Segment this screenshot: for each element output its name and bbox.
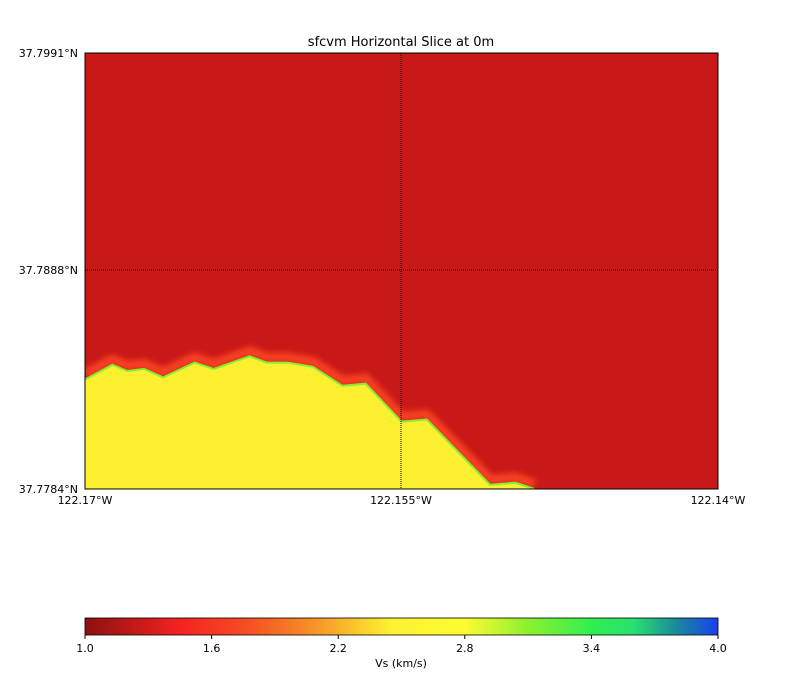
boundary-glow [85,345,536,489]
colorbar-tick-label: 2.8 [456,642,474,655]
colorbar-tick-label: 1.0 [76,642,94,655]
x-tick-label: 122.17°W [58,494,113,507]
region-lower [85,356,535,489]
colorbar-ticks: 1.0 1.6 2.2 2.8 3.4 4.0 [76,635,727,655]
y-tick-label: 37.7991°N [19,47,78,60]
colorbar [84,617,719,636]
y-tick-label: 37.7888°N [19,264,78,277]
colorbar-tick-label: 2.2 [329,642,347,655]
colorbar-tick-label: 1.6 [203,642,221,655]
colorbar-label: Vs (km/s) [375,657,427,670]
x-tick-label: 122.155°W [370,494,432,507]
y-tick-label: 37.7784°N [19,483,78,496]
colorbar-tick-label: 4.0 [709,642,727,655]
plot-frame [84,52,719,490]
x-tick-label: 122.14°W [691,494,746,507]
colorbar-tick-label: 3.4 [583,642,601,655]
boundary-line [85,355,535,489]
chart-title: sfcvm Horizontal Slice at 0m [308,35,494,50]
